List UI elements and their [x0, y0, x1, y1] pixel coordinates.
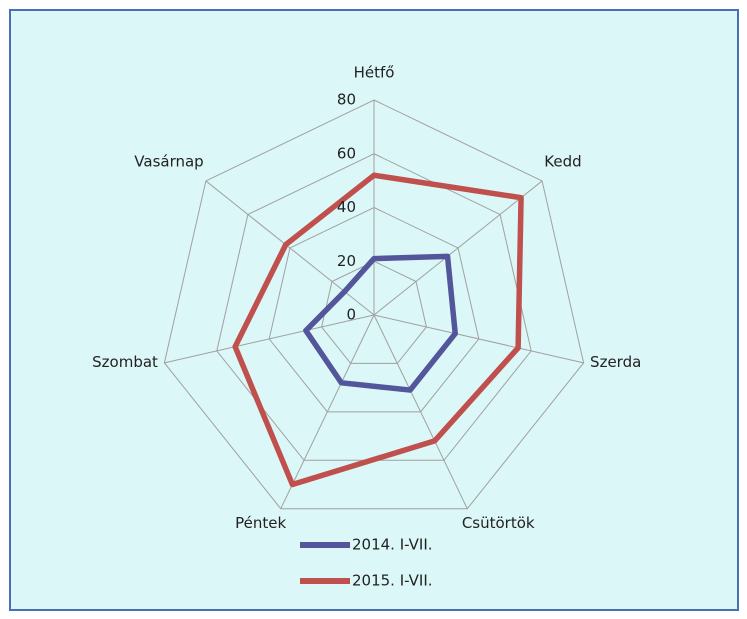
grid-ring	[321, 260, 427, 364]
marks	[232, 172, 524, 488]
labels: Hétfő Kedd Szerda Csütörtök Péntek Szombat Vas…	[92, 64, 641, 590]
grid-ring	[163, 99, 585, 510]
series-line	[232, 172, 524, 488]
spoke	[373, 314, 468, 509]
r-tick-label: 20	[337, 252, 356, 270]
category-label: Csütörtök	[462, 514, 535, 532]
r-tick-label: 60	[337, 144, 356, 162]
spoke	[280, 314, 375, 509]
r-tick-label: 40	[337, 198, 356, 216]
category-label: Hétfő	[354, 64, 395, 82]
category-label: Vasárnap	[134, 153, 203, 171]
spoke	[373, 314, 584, 364]
category-label: Szombat	[92, 353, 158, 371]
spoke	[373, 180, 543, 316]
legend-label: 2015. I-VII.	[352, 572, 433, 590]
category-label: Szerda	[590, 353, 641, 371]
grid	[163, 99, 585, 510]
series-line	[303, 253, 458, 393]
category-label: Péntek	[235, 514, 286, 532]
legend-label: 2014. I-VII.	[352, 536, 433, 554]
grid-ring	[268, 206, 480, 413]
category-label: Kedd	[544, 153, 581, 171]
r-tick-label: 0	[346, 306, 356, 324]
r-tick-label: 80	[337, 91, 356, 109]
spoke	[164, 314, 375, 364]
